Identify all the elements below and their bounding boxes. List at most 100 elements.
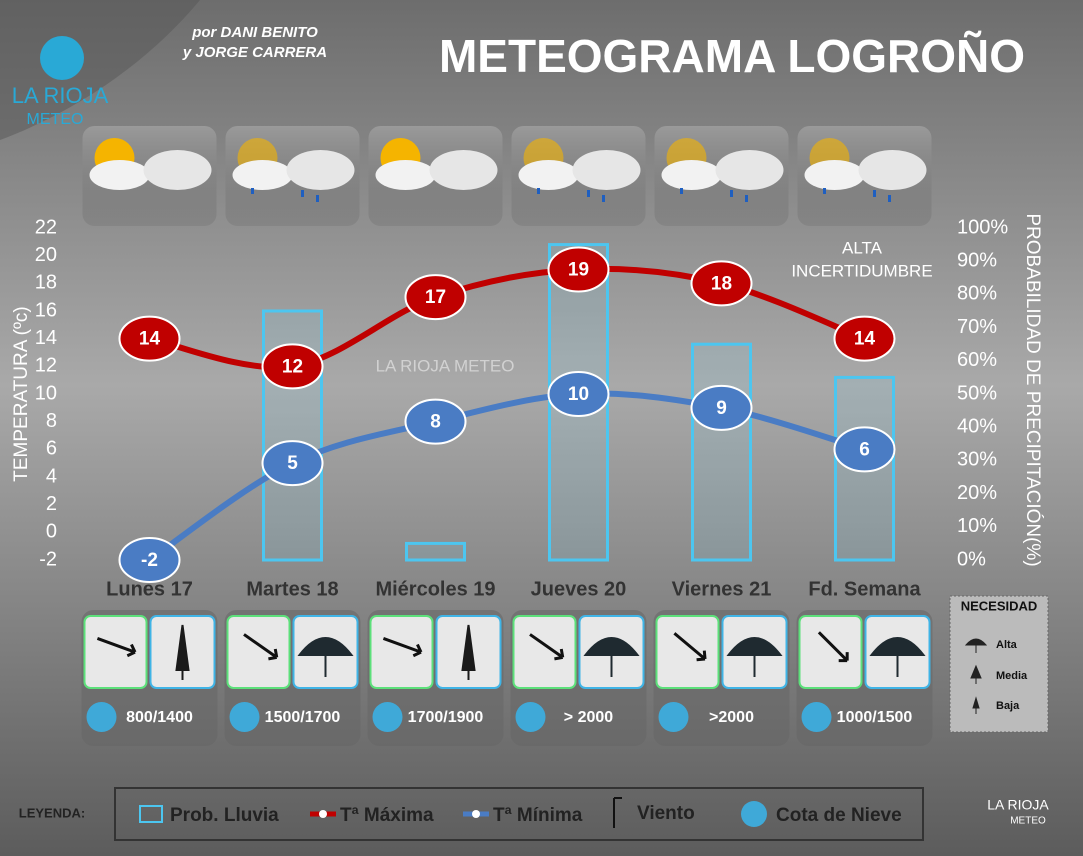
- cloud-icon: [286, 150, 355, 190]
- y-tick-label: 2: [46, 493, 57, 515]
- temp-point: [404, 274, 467, 321]
- title: METEOGRAMA LOGROÑO: [439, 30, 1025, 82]
- need-legend-item: Baja: [996, 700, 1020, 712]
- y-tick-label: 16: [35, 299, 57, 321]
- wind-arrow: [673, 632, 707, 662]
- cloud-icon: [715, 150, 784, 190]
- temp-point: [118, 537, 181, 583]
- legend-box: [114, 787, 924, 841]
- wind-box: [655, 615, 720, 689]
- legend-label: Tª Máxima: [340, 805, 434, 826]
- x-tick-label: Martes 18: [246, 578, 338, 600]
- y2-axis-label: PROBABILIDAD DE PRECIPITACIÓN(%): [1022, 213, 1044, 566]
- snow-level: 1500/1700: [265, 709, 341, 726]
- credit: y JORGE CARRERA: [182, 44, 327, 61]
- snowflake-icon: [658, 702, 689, 732]
- rain-icon: [680, 188, 748, 202]
- y2-tick-label: 40%: [957, 415, 997, 437]
- y2-tick-label: 50%: [957, 382, 997, 404]
- watermark: LA RIOJA METEO: [376, 356, 515, 375]
- data-label: 14: [139, 329, 161, 350]
- data-label: 18: [711, 273, 732, 294]
- umbrella-open: [583, 637, 640, 677]
- temp-point: [261, 343, 324, 390]
- snow-level: 1000/1500: [837, 709, 913, 726]
- y2-tick-label: 90%: [957, 249, 997, 271]
- y2-tick-label: 10%: [957, 515, 997, 537]
- y2-tick-label: 70%: [957, 316, 997, 338]
- umbrella-open: [869, 637, 926, 677]
- cloud-icon: [89, 160, 150, 190]
- data-label: 12: [282, 356, 303, 377]
- logo-text: METEO: [27, 111, 84, 128]
- umbrella-closed: [175, 624, 190, 680]
- data-label: 19: [568, 260, 589, 281]
- umbrella-icon: [964, 638, 988, 653]
- umbrella-open: [726, 637, 783, 677]
- rain-bar: [691, 342, 752, 562]
- rain-bar: [405, 541, 466, 562]
- rain-icon: [537, 188, 605, 202]
- temp-point: [690, 384, 753, 431]
- y2-tick-label: 80%: [957, 283, 997, 305]
- need-legend-item: Media: [996, 670, 1028, 682]
- snowflake-icon: [372, 702, 403, 732]
- wind-box: [798, 615, 863, 689]
- y2-tick-label: 60%: [957, 349, 997, 371]
- cloud-icon: [232, 160, 293, 190]
- wind-arrow: [529, 633, 565, 661]
- logo-text: LA RIOJA: [12, 83, 109, 108]
- y-tick-label: 8: [46, 410, 57, 432]
- legend-title: LEYENDA:: [19, 805, 85, 820]
- legend-swatch: [472, 810, 480, 818]
- cloud-icon: [143, 150, 212, 190]
- y-tick-label: 18: [35, 272, 57, 294]
- temp-point: [547, 246, 610, 293]
- wind-arrow: [817, 631, 849, 663]
- y-tick-label: -2: [39, 548, 57, 570]
- y-tick-label: 22: [35, 216, 57, 238]
- cloud-icon: [858, 150, 927, 190]
- cloud-icon: [572, 150, 641, 190]
- y-tick-label: 20: [35, 244, 57, 266]
- annotation: INCERTIDUMBRE: [791, 261, 932, 280]
- wind-arrow: [382, 637, 423, 658]
- x-tick-label: Jueves 20: [531, 578, 627, 600]
- y-tick-label: 6: [46, 438, 57, 460]
- umbrella-closed: [461, 624, 476, 680]
- y2-tick-label: 100%: [957, 216, 1008, 238]
- temp-point: [547, 371, 610, 417]
- legend-label: Prob. Lluvia: [170, 805, 279, 826]
- snow-level: > 2000: [564, 709, 613, 726]
- snowflake-icon: [801, 702, 832, 732]
- umbrella-icon: [972, 696, 980, 714]
- cloud-icon: [804, 160, 865, 190]
- temp-point: [261, 440, 324, 487]
- cloud-icon: [661, 160, 722, 190]
- y2-tick-label: 20%: [957, 482, 997, 504]
- x-tick-label: Viernes 21: [672, 578, 772, 600]
- x-tick-label: Miércoles 19: [375, 578, 495, 600]
- snowflake-icon: [86, 702, 117, 732]
- snow-level: >2000: [709, 709, 754, 726]
- x-tick-label: Fd. Semana: [808, 578, 921, 600]
- wind-box: [83, 615, 148, 689]
- wind-box: [226, 615, 291, 689]
- data-label: 6: [859, 439, 870, 460]
- legend-snow-icon: [741, 801, 767, 827]
- temp-point: [690, 260, 753, 307]
- data-label: 5: [287, 453, 298, 474]
- wind-arrow: [96, 637, 137, 658]
- y-tick-label: 12: [35, 355, 57, 377]
- y-axis-label: TEMPERATURA (ºc): [11, 306, 32, 481]
- y2-tick-label: 0%: [957, 548, 986, 570]
- data-label: -2: [141, 550, 158, 571]
- data-label: 10: [568, 384, 589, 405]
- umbrella-icon: [970, 664, 982, 684]
- legend-wind-icon: [613, 797, 622, 828]
- snowflake-icon: [229, 702, 260, 732]
- wind-box: [369, 615, 434, 689]
- y-tick-label: 0: [46, 521, 57, 543]
- legend-label: Tª Mínima: [493, 805, 583, 826]
- need-legend-title: NECESIDAD: [961, 598, 1038, 613]
